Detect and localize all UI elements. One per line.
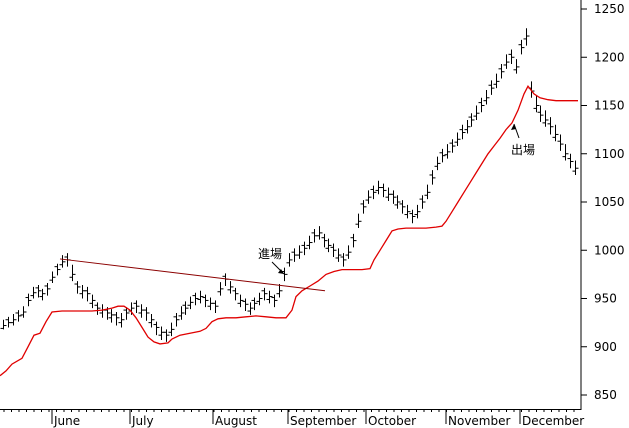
x-month-label: November bbox=[448, 414, 510, 428]
entry-annotation: 進場 bbox=[258, 247, 285, 275]
x-month-label: August bbox=[215, 414, 257, 428]
exit-label: 出場 bbox=[511, 143, 535, 157]
exit-annotation: 出場 bbox=[511, 123, 535, 157]
y-tick-label: 850 bbox=[594, 388, 617, 402]
x-month-label: October bbox=[368, 414, 416, 428]
entry-arrow-head bbox=[278, 269, 284, 274]
trendline bbox=[59, 258, 326, 292]
x-month-label: June bbox=[53, 414, 80, 428]
y-tick-label: 900 bbox=[594, 340, 617, 354]
x-month-label: December bbox=[522, 414, 584, 428]
y-tick-label: 1150 bbox=[594, 99, 625, 113]
x-month-label: September bbox=[290, 414, 356, 428]
price-bars bbox=[0, 28, 579, 342]
x-axis-ticks: June July August September October November De… bbox=[3, 409, 584, 428]
channel-line bbox=[0, 85, 578, 377]
y-tick-label: 950 bbox=[594, 292, 617, 306]
y-tick-label: 1100 bbox=[594, 147, 625, 161]
y-tick-label: 1000 bbox=[594, 243, 625, 257]
exit-arrow-head bbox=[511, 124, 516, 130]
entry-label: 進場 bbox=[258, 247, 282, 261]
y-tick-label: 1200 bbox=[594, 50, 625, 64]
trendline-group bbox=[59, 258, 326, 292]
y-axis-ticks: 850 900 950 1000 1050 1100 1150 1200 1250 bbox=[581, 2, 625, 402]
x-month-label: July bbox=[131, 414, 154, 428]
channel-line-group bbox=[0, 85, 578, 377]
y-tick-label: 1050 bbox=[594, 195, 625, 209]
y-tick-label: 1250 bbox=[594, 2, 625, 16]
